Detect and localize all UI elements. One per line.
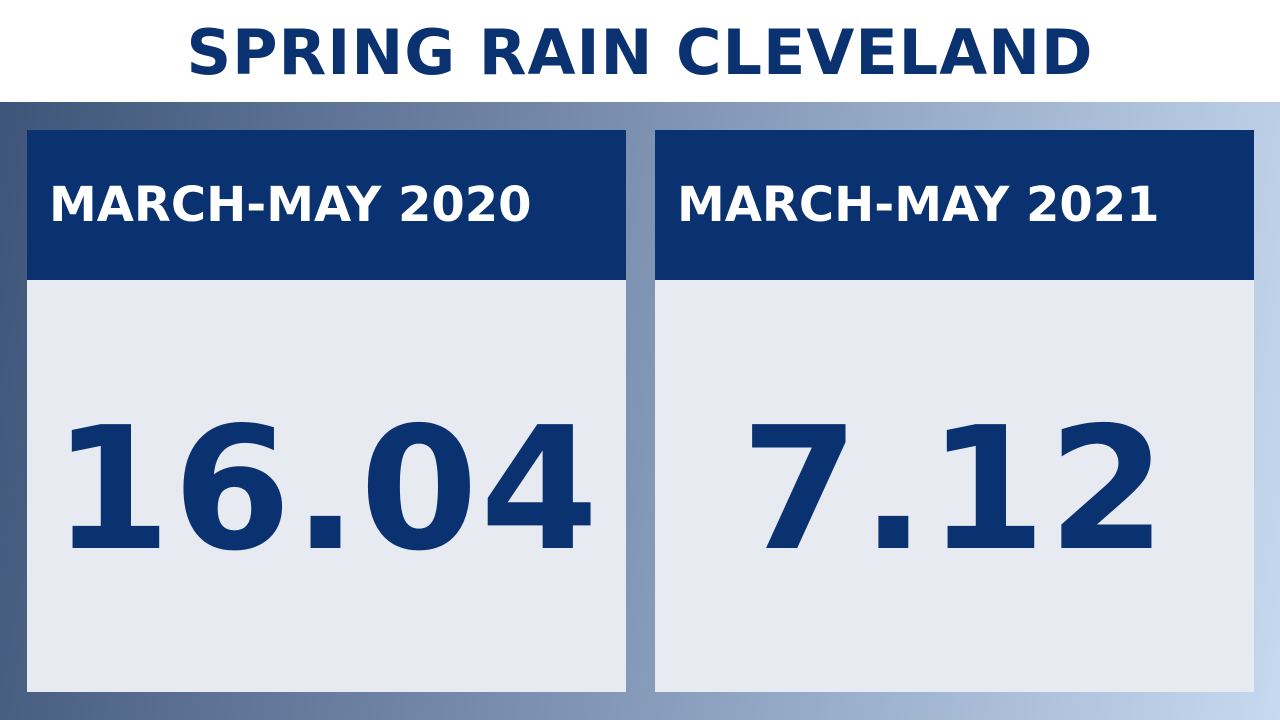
- page-title: SPRING RAIN CLEVELAND: [186, 16, 1094, 89]
- card-header: MARCH-MAY 2021: [655, 130, 1254, 280]
- rain-card-2021: MARCH-MAY 2021 7.12: [655, 130, 1254, 692]
- card-header: MARCH-MAY 2020: [27, 130, 626, 280]
- card-body: 16.04: [27, 280, 626, 692]
- rain-card-2020: MARCH-MAY 2020 16.04: [27, 130, 626, 692]
- card-period-label: MARCH-MAY 2020: [49, 177, 532, 233]
- rainfall-value: 7.12: [740, 391, 1169, 589]
- title-bar: SPRING RAIN CLEVELAND: [0, 0, 1280, 102]
- rainfall-value: 16.04: [52, 391, 601, 589]
- card-body: 7.12: [655, 280, 1254, 692]
- card-period-label: MARCH-MAY 2021: [677, 177, 1160, 233]
